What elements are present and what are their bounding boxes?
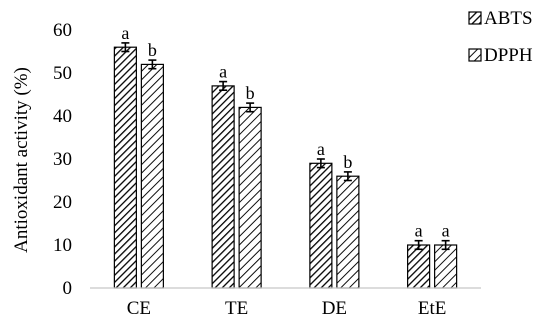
error-bars-layer (121, 42, 450, 251)
y-axis-ticks: 0 10 20 30 40 50 60 (53, 20, 72, 299)
significance-label: a (317, 139, 325, 159)
x-category-label: TE (225, 298, 248, 319)
x-category-label: EtE (418, 298, 447, 319)
significance-label: b (246, 83, 255, 103)
bar-dpph-te (238, 106, 262, 289)
y-tick-label: 20 (53, 192, 72, 213)
significance-label: b (148, 40, 157, 60)
y-tick-label: 40 (53, 106, 72, 127)
significance-label: a (415, 221, 423, 241)
y-tick-label: 50 (53, 63, 72, 84)
y-tick-label: 0 (63, 278, 73, 299)
x-category-label: DE (322, 298, 347, 319)
bar-dpph-ce (140, 63, 164, 289)
significance-label: b (343, 152, 352, 172)
bar-abts-de (309, 162, 333, 289)
legend-swatch-dpph (468, 48, 482, 62)
bar-dpph-de (336, 175, 360, 289)
legend: ABTS DPPH (468, 8, 533, 66)
y-tick-label: 60 (53, 20, 72, 41)
y-tick-label: 10 (53, 235, 72, 256)
y-axis-title: Antioxidant activity (%) (11, 67, 32, 253)
bars-layer (113, 46, 458, 289)
significance-label: a (442, 221, 450, 241)
x-category-label: CE (127, 298, 151, 319)
legend-label-abts: ABTS (484, 8, 533, 29)
bar-abts-ce (113, 46, 137, 289)
legend-label-dpph: DPPH (484, 45, 533, 66)
bar-dpph-ete (434, 244, 458, 289)
y-tick-label: 30 (53, 149, 72, 170)
significance-label: a (121, 23, 129, 43)
x-axis-categories: CE TE DE EtE (127, 298, 447, 319)
bar-abts-ete (407, 244, 431, 289)
legend-swatch-abts (468, 11, 482, 25)
significance-label: a (219, 62, 227, 82)
bar-abts-te (211, 85, 235, 289)
